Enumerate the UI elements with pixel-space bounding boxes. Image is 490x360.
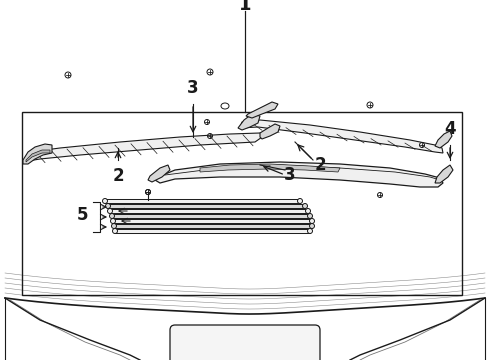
Circle shape [112, 224, 117, 229]
Circle shape [107, 208, 113, 213]
Circle shape [111, 219, 116, 224]
Circle shape [297, 198, 302, 203]
Polygon shape [148, 165, 170, 182]
Polygon shape [240, 120, 443, 153]
Polygon shape [200, 164, 340, 172]
Circle shape [102, 198, 107, 203]
Circle shape [305, 208, 311, 213]
Polygon shape [435, 165, 453, 183]
Circle shape [310, 219, 315, 224]
Circle shape [308, 229, 313, 234]
Polygon shape [28, 133, 265, 161]
Circle shape [310, 224, 315, 229]
Text: 3: 3 [284, 166, 296, 184]
FancyBboxPatch shape [170, 325, 320, 360]
Circle shape [308, 213, 313, 219]
Text: 1: 1 [239, 0, 251, 14]
Text: 4: 4 [444, 120, 456, 138]
Polygon shape [26, 150, 50, 162]
Polygon shape [155, 162, 443, 187]
Circle shape [109, 213, 115, 219]
Polygon shape [23, 144, 52, 164]
Text: 2: 2 [112, 167, 124, 185]
Text: 3: 3 [187, 79, 199, 97]
Text: 1: 1 [239, 0, 251, 14]
Text: 5: 5 [76, 206, 88, 224]
Circle shape [113, 229, 118, 234]
Polygon shape [238, 114, 260, 130]
Polygon shape [246, 102, 278, 118]
Polygon shape [435, 131, 452, 148]
Circle shape [105, 203, 111, 208]
Polygon shape [260, 124, 280, 139]
Circle shape [302, 203, 308, 208]
Bar [22, 112, 462, 295]
Text: 2: 2 [314, 156, 326, 174]
